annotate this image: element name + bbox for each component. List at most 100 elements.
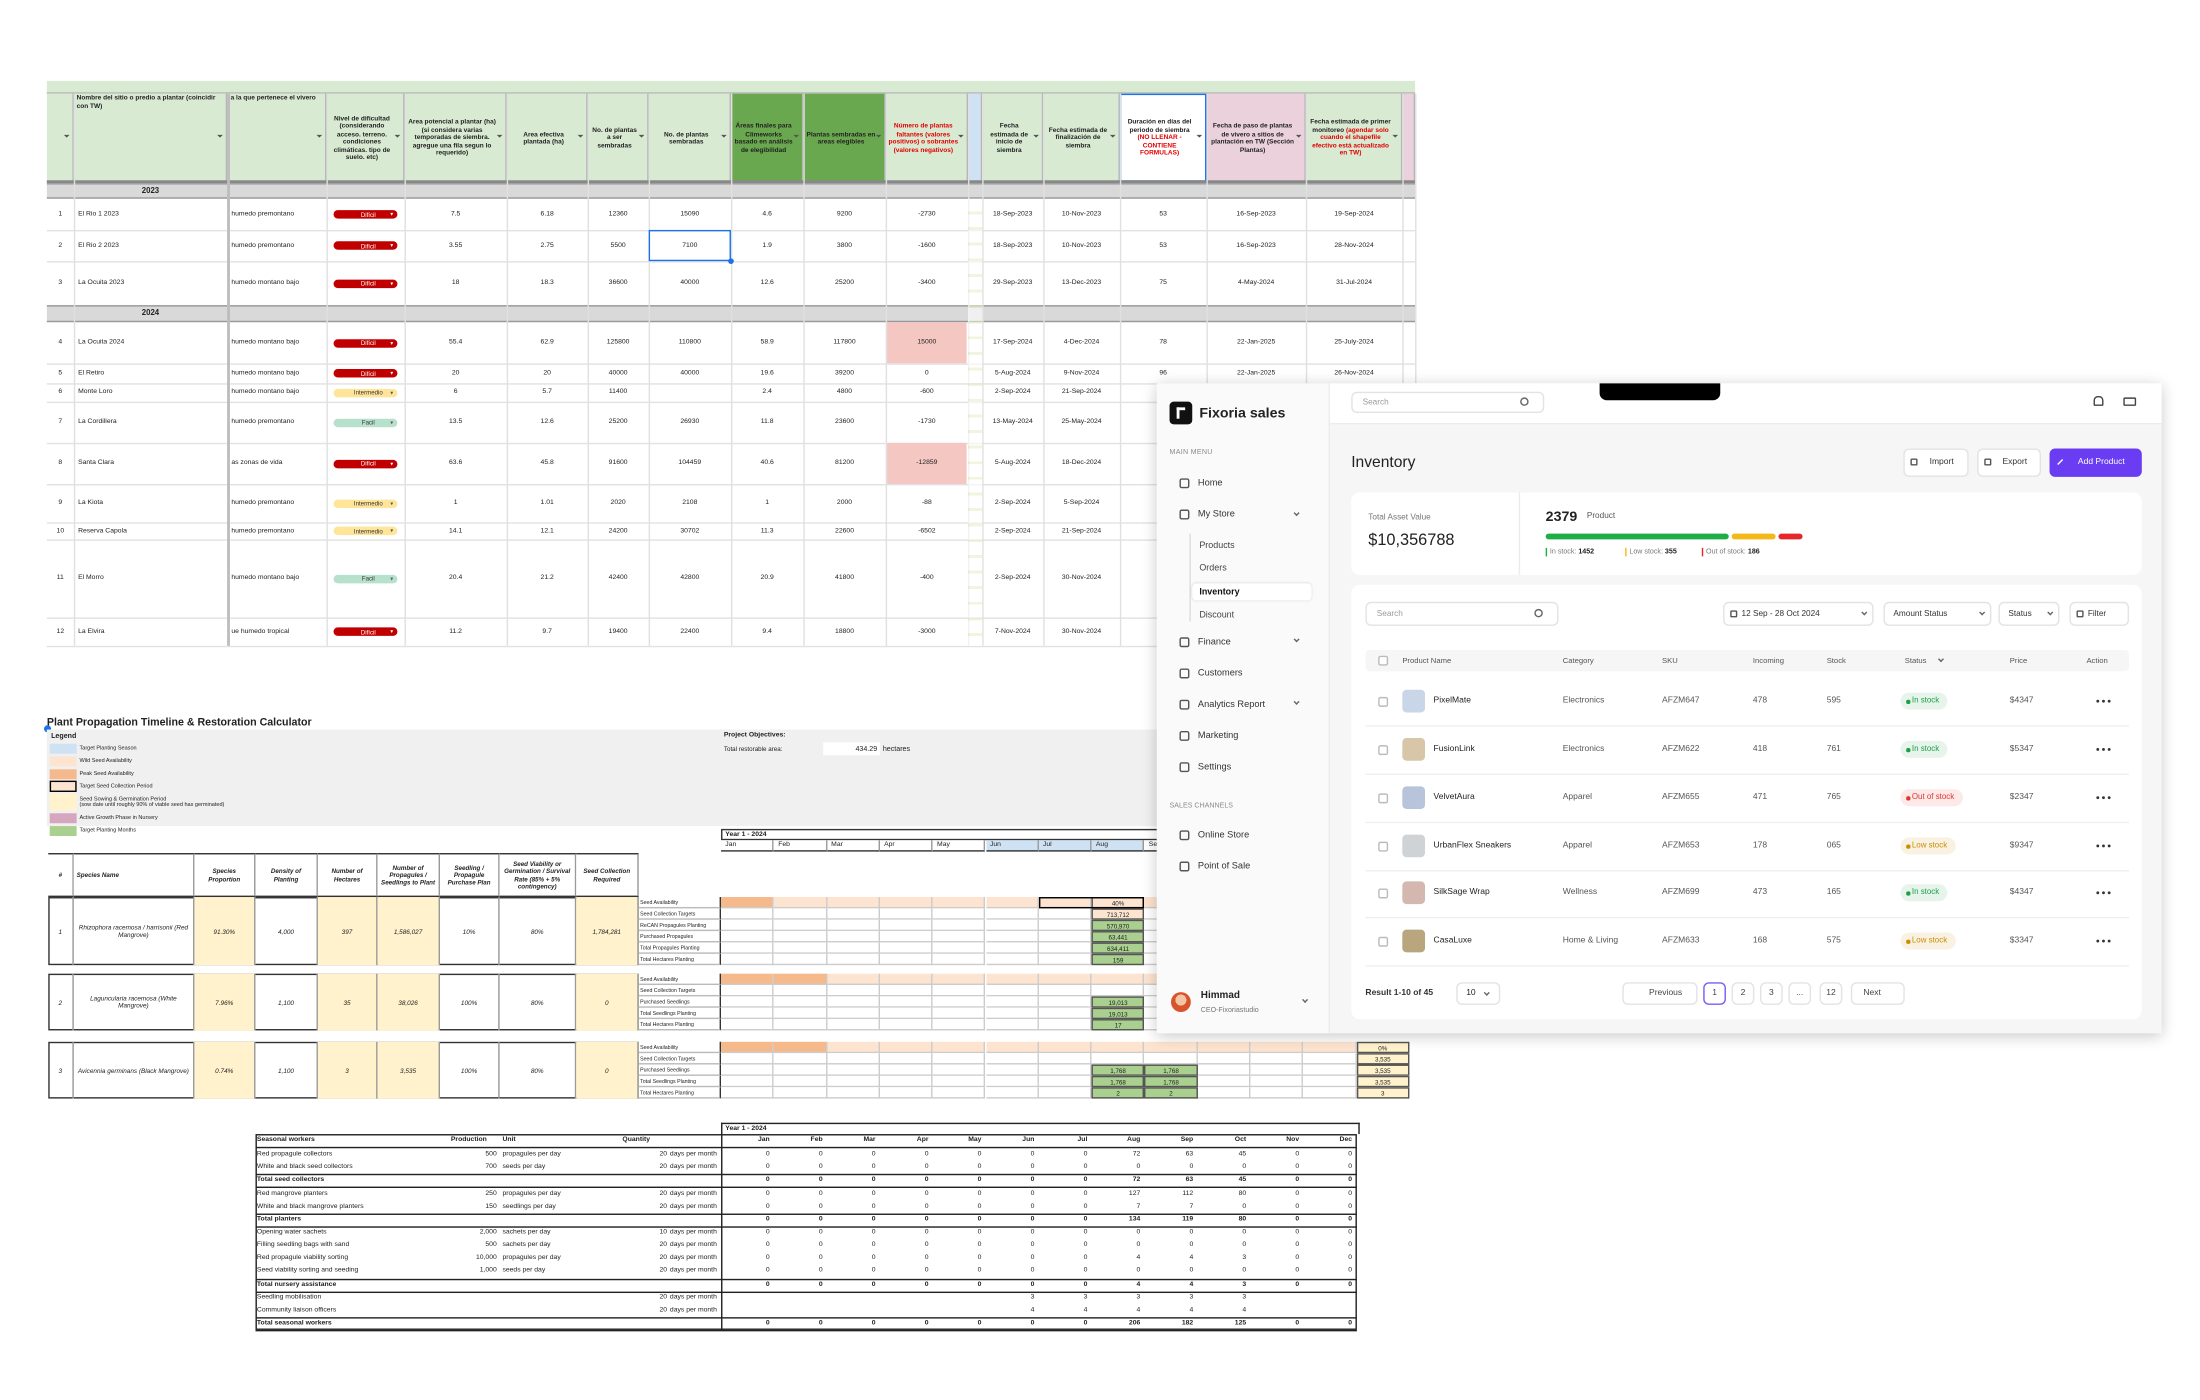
sheet-cell: -12859 <box>887 442 967 484</box>
workers-month-value: 0 <box>1242 1242 1247 1250</box>
action-dot <box>2107 747 2111 752</box>
sheet-cell: 18-Sep-2023 <box>993 210 1033 218</box>
month-value: 159 <box>1091 953 1145 966</box>
workers-month-value: 80 <box>1238 1216 1247 1224</box>
month-cell <box>932 1041 986 1054</box>
filter-button[interactable]: Filter <box>2069 601 2130 626</box>
column-line <box>1205 93 1208 646</box>
month-cell <box>773 985 827 997</box>
table-cell: Electronics <box>1562 696 1605 706</box>
workers-month-value: 0 <box>818 1177 823 1185</box>
page-button[interactable]: ... <box>1788 982 1812 1005</box>
prev-button[interactable]: Previous <box>1622 982 1698 1005</box>
month-cell <box>1091 985 1145 997</box>
month-value: 634,411 <box>1091 942 1145 954</box>
pill-arrow <box>390 529 394 533</box>
sheet-cell: 40000 <box>680 369 700 377</box>
table-cell: $9347 <box>2009 841 2034 851</box>
month-cell <box>879 985 933 997</box>
sheet-cell: -6502 <box>918 527 936 535</box>
sheet-cell: 11400 <box>608 388 628 396</box>
difficulty-pill: Difícil <box>333 338 398 348</box>
table-cell: 178 <box>1752 841 1768 851</box>
header-text: Duración en días del periodo de siembra … <box>1123 118 1197 157</box>
workers-month-value: 0 <box>871 1319 876 1328</box>
action-button[interactable]: Export <box>1977 448 2042 477</box>
month-cell <box>773 942 827 954</box>
month-cell <box>1038 908 1092 920</box>
workers-month: Jul <box>1077 1136 1088 1144</box>
sheet-cell: 21-Sep-2024 <box>1061 527 1102 535</box>
filter-button[interactable]: Amount Status <box>1883 601 1992 626</box>
month-cell <box>721 1053 774 1065</box>
month-cell <box>879 1075 933 1088</box>
sheet-cell: 2108 <box>682 499 698 507</box>
workers-month-value: 0 <box>1348 1151 1353 1159</box>
sheet-cell: 2-Sep-2024 <box>994 527 1031 535</box>
workers-header: Seasonal workers <box>256 1136 315 1144</box>
sheet-cell: 5-Aug-2024 <box>994 369 1031 377</box>
workers-cell: days per month <box>669 1307 717 1315</box>
page-button[interactable]: 2 <box>1731 982 1755 1005</box>
header-label: Area efectiva plantada (ha) <box>523 129 564 145</box>
sheet-cell: 6 <box>58 388 63 396</box>
filter-arrow <box>1109 134 1116 138</box>
table-cell: 418 <box>1752 745 1768 754</box>
month-cell <box>985 1064 1039 1076</box>
page-title: Inventory <box>1351 454 1416 472</box>
page-button[interactable]: 1 <box>1703 982 1726 1005</box>
workers-cell: propagules per day <box>502 1151 561 1159</box>
sheet-cell: 20 <box>543 369 551 377</box>
workers-month-value: 112 <box>1182 1190 1194 1198</box>
month-cell <box>1038 1087 1092 1099</box>
pill-arrow <box>390 630 394 634</box>
next-button[interactable]: Next <box>1850 982 1905 1005</box>
workers-month-value: 0 <box>1295 1203 1300 1211</box>
sheet-cell: 3 <box>58 279 63 287</box>
workers-cell: Filling seedling bags with sand <box>256 1242 350 1250</box>
filter-button[interactable]: Status <box>1998 601 2060 626</box>
workers-cell: 20 <box>659 1255 668 1263</box>
line-label: Total Seedlings Planting <box>638 1075 722 1088</box>
sheet-cell: 7100 <box>682 241 698 250</box>
sheet-cell: 53 <box>1159 210 1167 218</box>
table-cell: 478 <box>1752 696 1768 706</box>
month-cell <box>932 919 986 932</box>
table-cell: 765 <box>1826 793 1841 802</box>
icon <box>1179 477 1190 488</box>
header-cell-bg <box>1305 93 1403 182</box>
workers-month-value: 0 <box>871 1190 876 1198</box>
filter-button[interactable]: 12 Sep - 28 Oct 2024 <box>1723 601 1874 626</box>
workers-month: Jun <box>1022 1136 1035 1144</box>
result-text: Result 1-10 of 45 <box>1365 989 1434 998</box>
workers-cell: sachets per day <box>502 1242 551 1250</box>
month-cell <box>1144 1053 1198 1065</box>
header-label: Nivel de dificultad (considerando acceso… <box>333 114 391 161</box>
stock-value: 1452 <box>1578 547 1595 557</box>
month-cell <box>985 1053 1039 1065</box>
header-label: No. de plantas a ser sembradas <box>592 125 637 149</box>
action-button[interactable]: Import <box>1903 448 1969 477</box>
workers-cell: 20 <box>659 1190 668 1198</box>
page-button[interactable]: 12 <box>1819 982 1843 1005</box>
stock-legend: Out of stock: 186 <box>1706 546 1791 557</box>
legend-swatch <box>49 813 77 824</box>
pill-arrow <box>390 212 394 216</box>
workers-month-value: 0 <box>1295 1229 1300 1237</box>
page-button[interactable]: 3 <box>1759 982 1783 1005</box>
header-label: Fecha estimada de inicio de siembra <box>990 122 1029 153</box>
workers-cell: days per month <box>669 1164 717 1172</box>
sheet-cell: 5500 <box>610 241 626 250</box>
icon <box>1179 508 1190 519</box>
sheet-cell: 11.8 <box>760 418 774 426</box>
sheet-cell: 96 <box>1159 369 1167 377</box>
icon <box>1179 730 1190 741</box>
header-text: a la que pertenece el vivero <box>231 94 316 102</box>
difficulty-pill: Difícil <box>333 241 398 250</box>
workers-month-value: 0 <box>1242 1268 1247 1276</box>
sheet-cell: 18.3 <box>540 279 554 287</box>
column-header: Status <box>1904 656 1927 665</box>
workers-cell: 10 <box>659 1229 668 1237</box>
action-button[interactable]: Add Product <box>2049 448 2142 477</box>
row-border <box>46 645 1416 647</box>
